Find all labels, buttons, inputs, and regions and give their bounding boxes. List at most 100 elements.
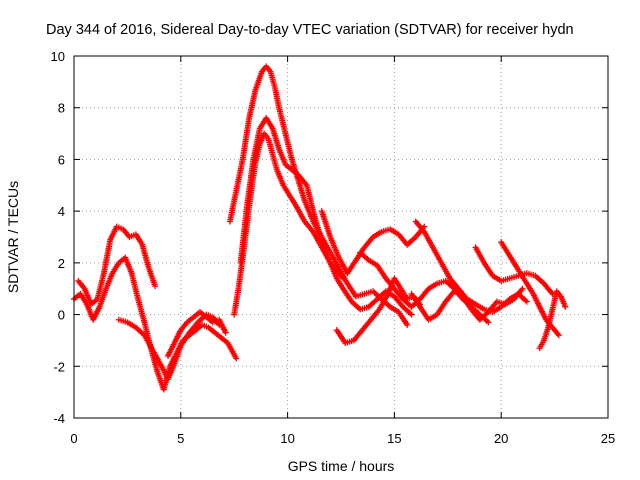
series-trace [334, 277, 346, 290]
series-trace [227, 189, 239, 223]
series-trace [409, 292, 422, 309]
series-trace [427, 312, 439, 322]
series-pass-5 [231, 130, 347, 318]
series-trace [101, 238, 113, 275]
series-trace [430, 246, 444, 265]
series-trace [304, 184, 316, 213]
series-trace [512, 261, 523, 275]
series-trace [115, 224, 124, 232]
series-trace [253, 70, 265, 91]
series-trace [344, 338, 355, 346]
series-trace [358, 250, 371, 262]
series-trace [217, 318, 228, 335]
series-trace [198, 310, 208, 319]
series-trace [274, 168, 286, 187]
series-trace [290, 168, 300, 177]
series-trace [78, 292, 89, 306]
series-pass-12 [408, 285, 526, 323]
series-trace [192, 310, 202, 319]
series-trace [473, 246, 487, 265]
series-pass-4 [164, 308, 229, 359]
series-trace [359, 304, 370, 312]
series-pass-9 [333, 275, 424, 347]
series-trace [122, 256, 134, 275]
series-trace [491, 304, 503, 314]
x-tick-label: 25 [601, 431, 615, 446]
series-trace [367, 297, 379, 309]
chart-title: Day 344 of 2016, Sidereal Day-to-day VTE… [46, 22, 574, 38]
series-trace [367, 258, 379, 268]
series-trace [345, 282, 358, 298]
series-trace [352, 328, 365, 342]
series-trace [187, 320, 200, 335]
series-trace [165, 362, 177, 381]
y-tick-label: -4 [53, 411, 65, 426]
series-trace [396, 310, 410, 327]
series-trace [213, 330, 223, 340]
series-trace [205, 315, 215, 325]
y-tick-label: 0 [58, 308, 65, 323]
series-trace [448, 276, 461, 291]
series-trace [72, 292, 82, 301]
series-trace [276, 106, 289, 135]
series-trace [178, 331, 192, 347]
series-trace [185, 315, 196, 325]
series-trace [121, 227, 132, 239]
series-trace [525, 270, 537, 279]
series-trace [388, 304, 400, 314]
y-tick-label: -2 [53, 359, 65, 374]
series-trace [418, 287, 431, 301]
x-tick-label: 20 [494, 431, 508, 446]
series-trace [499, 240, 510, 254]
series-trace [384, 276, 397, 291]
series-trace [284, 162, 294, 172]
series-trace [179, 320, 189, 332]
series-trace [537, 305, 549, 322]
series-trace [264, 116, 275, 130]
series-trace [465, 297, 477, 307]
series-trace [537, 339, 546, 350]
series-trace [435, 300, 448, 316]
series-trace [398, 287, 410, 301]
series-trace [139, 243, 152, 270]
series-trace [281, 184, 292, 197]
series-trace [89, 297, 99, 306]
series-pass-2 [75, 223, 159, 308]
series-trace [194, 323, 204, 332]
series-trace [319, 209, 333, 239]
series-trace [240, 116, 252, 161]
series-trace [231, 287, 242, 316]
series-trace [201, 322, 210, 330]
series-trace [246, 88, 259, 120]
series-trace [134, 325, 147, 337]
series-trace [295, 178, 308, 203]
x-tick-label: 0 [70, 431, 77, 446]
series-pass-7 [237, 115, 415, 318]
series-trace [345, 258, 358, 275]
series-trace [328, 261, 340, 280]
series-trace [265, 137, 276, 156]
series-trace [545, 308, 556, 329]
series-trace [355, 291, 366, 299]
series-trace [474, 302, 486, 312]
series-trace [250, 127, 263, 161]
data-series [71, 63, 569, 393]
series-trace [126, 320, 138, 330]
series-trace [260, 65, 268, 73]
series-trace [302, 199, 316, 223]
series-trace [268, 70, 278, 89]
series-trace [264, 65, 273, 73]
series-trace [262, 132, 270, 141]
series-trace [375, 289, 388, 301]
series-trace [270, 127, 282, 151]
series-trace [165, 341, 177, 358]
series-trace [103, 271, 115, 290]
series-trace [341, 287, 354, 304]
series-trace [360, 318, 373, 332]
series-trace [392, 294, 405, 309]
series-trace [541, 326, 551, 342]
series-trace [388, 227, 400, 237]
series-trace [76, 279, 87, 291]
series-trace [272, 85, 282, 109]
series-trace [172, 328, 183, 345]
